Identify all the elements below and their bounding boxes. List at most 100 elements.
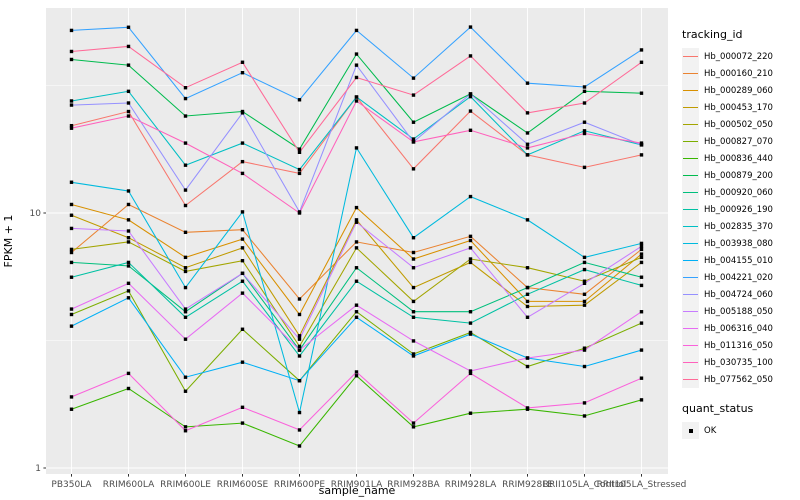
data-point	[525, 299, 530, 304]
data-point	[69, 99, 74, 103]
data-point	[183, 389, 188, 393]
data-point	[183, 375, 188, 379]
data-point	[468, 371, 473, 376]
legend-title-quant-status: quant_status	[682, 402, 754, 415]
data-point	[183, 307, 188, 311]
x-tick-label: RRII105LA_Control	[543, 480, 626, 490]
data-point	[354, 146, 359, 150]
x-axis-title: sample_name	[319, 484, 396, 497]
data-point	[240, 237, 245, 241]
data-point	[639, 252, 644, 256]
data-point	[183, 425, 188, 429]
data-point	[354, 266, 359, 270]
data-point	[69, 226, 74, 231]
data-point	[411, 236, 416, 240]
data-point	[582, 131, 587, 136]
data-point	[240, 421, 245, 425]
series-color-line-icon	[683, 90, 698, 92]
x-tick-label: RRII105LA_Stressed	[597, 480, 687, 490]
data-point	[468, 54, 473, 58]
data-point	[582, 364, 587, 369]
data-point	[69, 407, 74, 411]
data-point	[183, 203, 188, 208]
data-point	[126, 371, 131, 376]
legend-entry-Hb_004724_060: Hb_004724_060	[682, 286, 800, 303]
legend-key	[682, 269, 699, 286]
data-point	[183, 285, 188, 290]
data-point	[240, 141, 245, 145]
data-point	[354, 315, 359, 319]
data-point	[183, 255, 188, 260]
series-color-line-icon	[683, 226, 698, 228]
legend-entry-Hb_002835_370: Hb_002835_370	[682, 218, 800, 235]
data-point	[354, 99, 359, 103]
data-point	[297, 150, 302, 154]
data-point	[69, 180, 74, 184]
legend-entry-Hb_000920_060: Hb_000920_060	[682, 184, 800, 201]
data-point	[411, 120, 416, 124]
data-point	[525, 266, 530, 270]
data-point	[126, 296, 131, 300]
data-point	[240, 228, 245, 232]
data-point	[582, 348, 587, 352]
data-point	[582, 279, 587, 283]
data-point	[639, 60, 644, 64]
legend-key	[682, 82, 699, 99]
legend-key	[682, 337, 699, 354]
data-point	[297, 297, 302, 301]
data-point	[582, 260, 587, 265]
data-point	[69, 250, 74, 255]
legend-entry-label: Hb_006316_040	[704, 323, 773, 334]
series-color-line-icon	[683, 243, 698, 245]
data-point	[240, 171, 245, 176]
data-point	[240, 70, 245, 75]
data-point	[297, 171, 302, 176]
data-point	[240, 111, 245, 115]
data-point	[69, 324, 74, 328]
data-point	[639, 283, 644, 288]
data-point	[354, 75, 359, 80]
data-point	[582, 292, 587, 296]
x-tick-label: RRIM901LA	[331, 480, 383, 490]
data-point	[126, 63, 131, 67]
data-point	[297, 354, 302, 358]
data-point	[183, 188, 188, 192]
data-point	[126, 386, 131, 391]
legend-entry-label: Hb_000836_440	[704, 153, 773, 164]
legend-entry-label: Hb_004155_010	[704, 255, 773, 266]
data-point	[126, 44, 131, 49]
data-point	[411, 339, 416, 343]
legend-entry-Hb_000879_200: Hb_000879_200	[682, 167, 800, 184]
x-tick-label: RRIM600PE	[274, 480, 326, 490]
series-color-line-icon	[683, 192, 698, 194]
quant-status-key	[682, 422, 699, 439]
data-point	[639, 310, 644, 314]
legend-entry-label: Hb_030735_100	[704, 357, 773, 368]
data-point	[468, 332, 473, 336]
series-color-line-icon	[683, 362, 698, 364]
legend-title-tracking-id: tracking_id	[682, 28, 743, 41]
data-point	[639, 255, 644, 260]
legend-entry-Hb_006316_040: Hb_006316_040	[682, 320, 800, 337]
data-point	[240, 259, 245, 263]
legend-key	[682, 371, 699, 388]
legend-entry-label: Hb_077562_050	[704, 374, 773, 385]
legend-entry-Hb_000160_210: Hb_000160_210	[682, 65, 800, 82]
data-point	[468, 321, 473, 325]
data-point	[126, 101, 131, 105]
data-point	[582, 255, 587, 260]
data-point	[126, 264, 131, 268]
data-point	[468, 92, 473, 96]
legend-key	[682, 184, 699, 201]
x-tick-label: RRIM600SE	[217, 480, 269, 490]
data-point	[639, 321, 644, 325]
data-point	[354, 310, 359, 314]
data-point	[468, 128, 473, 133]
series-color-line-icon	[683, 209, 698, 211]
data-point	[183, 315, 188, 319]
data-point	[126, 218, 131, 222]
data-point	[639, 91, 644, 95]
data-point	[354, 303, 359, 307]
data-point	[525, 218, 530, 222]
legend-entry-Hb_004221_020: Hb_004221_020	[682, 269, 800, 286]
